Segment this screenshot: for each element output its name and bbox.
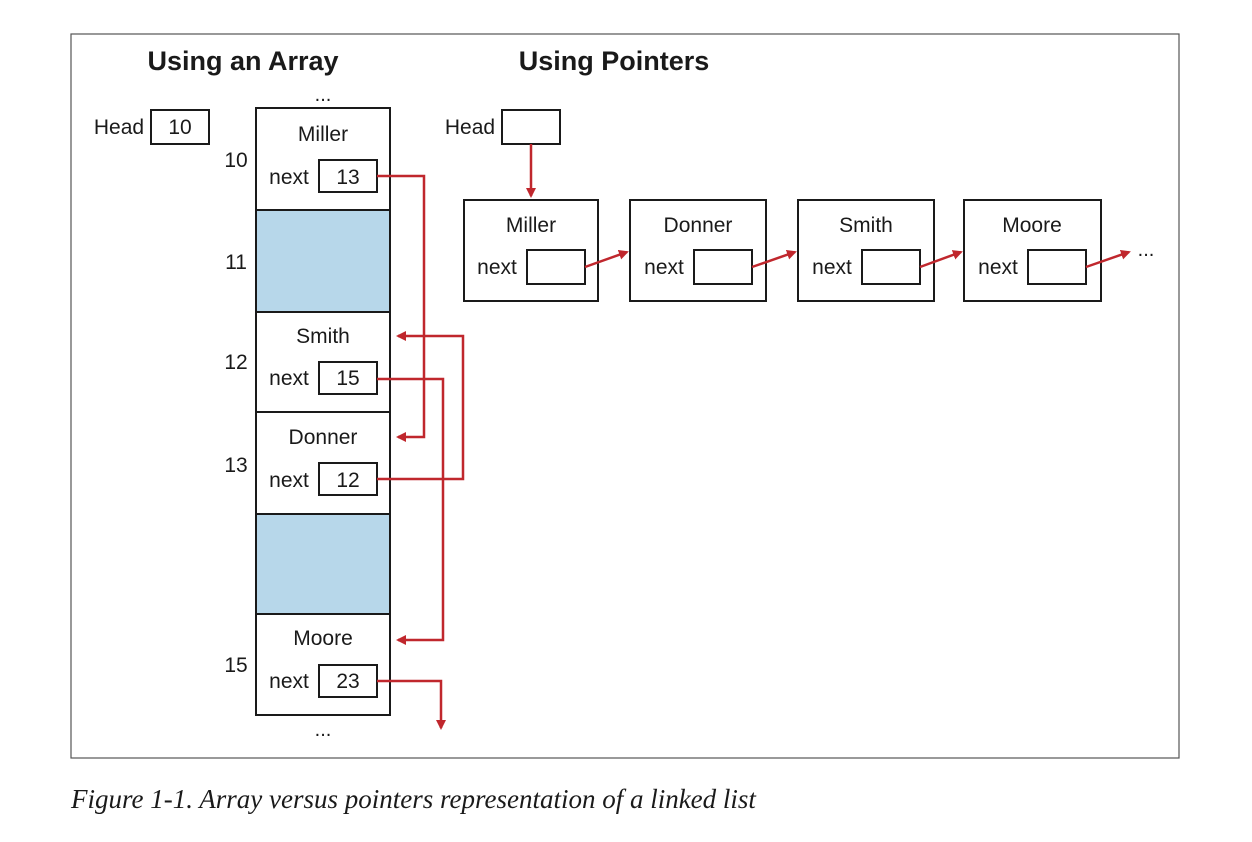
figure-caption: Figure 1-1. Array versus pointers repres… (70, 784, 757, 814)
pointer-node-smith: Smith next (797, 199, 935, 302)
array-next-label: next (269, 367, 309, 390)
arrow-miller-to-donner (584, 249, 629, 269)
array-next-value: 23 (336, 670, 359, 693)
array-index: 12 (224, 351, 247, 374)
pointer-next-label: next (978, 256, 1018, 279)
pointer-node-name: Smith (839, 214, 893, 237)
pointer-node-name: Donner (664, 214, 733, 237)
array-next-label: next (269, 670, 309, 693)
pointer-next-label: next (644, 256, 684, 279)
array-next-label: next (269, 166, 309, 189)
pointers-head-label: Head (445, 116, 495, 139)
pointer-node-name: Miller (506, 214, 556, 237)
array-cell-name: Smith (296, 325, 350, 348)
arrow-smith-to-moore (919, 250, 963, 269)
array-cell-donner: Donner next 12 (255, 411, 391, 515)
array-cell-name: Donner (289, 426, 358, 449)
arrow-10-to-13 (377, 174, 426, 442)
array-cell-smith: Smith next 15 (255, 311, 391, 413)
array-index: 13 (224, 454, 247, 477)
array-head-box (150, 109, 210, 145)
pointer-next-label: next (812, 256, 852, 279)
pointers-title: Using Pointers (519, 46, 710, 76)
array-next-value: 12 (336, 469, 359, 492)
array-cell-miller: Miller next 13 (255, 107, 391, 211)
array-next-value: 15 (336, 367, 359, 390)
array-title: Using an Array (147, 46, 338, 76)
pointer-node-miller: Miller next (463, 199, 599, 302)
pointer-node-moore: Moore next (963, 199, 1102, 302)
array-next-label: next (269, 469, 309, 492)
array-next-value: 13 (336, 166, 359, 189)
array-head-label: Head (94, 116, 144, 139)
array-bottom-ellipsis: ... (315, 719, 332, 741)
array-index: 11 (225, 251, 247, 274)
array-cell-name: Miller (298, 123, 348, 146)
figure-frame (70, 33, 1180, 759)
pointer-node-name: Moore (1002, 214, 1062, 237)
array-cell-moore: Moore next 23 (255, 613, 391, 716)
arrow-moore-to-next (1085, 249, 1131, 269)
arrow-12-to-15 (377, 377, 445, 645)
pointer-next-label: next (477, 256, 517, 279)
array-index: 15 (224, 654, 247, 677)
arrow-donner-to-smith (751, 249, 797, 269)
pointers-head-box (501, 109, 561, 145)
array-top-ellipsis: ... (315, 84, 332, 106)
array-index: 10 (224, 149, 247, 172)
array-head-value: 10 (168, 116, 191, 139)
arrow-15-to-23 (377, 679, 446, 730)
array-cell-empty (255, 209, 391, 313)
arrow-13-to-12 (377, 331, 465, 481)
array-cell-empty (255, 513, 391, 615)
pointers-ellipsis: ... (1138, 239, 1155, 261)
array-cell-name: Moore (293, 627, 353, 650)
pointer-node-donner: Donner next (629, 199, 767, 302)
